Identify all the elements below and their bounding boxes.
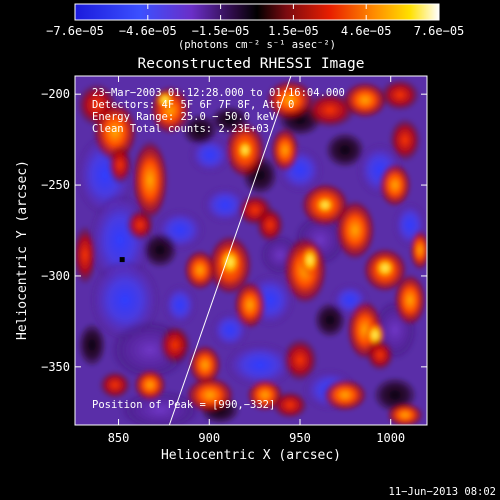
- emission-blob: [142, 232, 178, 268]
- x-tick-label: 950: [289, 431, 311, 445]
- emission-blob: [282, 338, 318, 382]
- heatmap-image: [75, 76, 427, 425]
- emission-blob: [410, 230, 427, 270]
- emission-blob: [78, 323, 106, 367]
- emission-blob: [266, 80, 314, 120]
- x-tick-label: 850: [108, 431, 130, 445]
- emission-blob: [387, 403, 423, 425]
- emission-blob: [300, 244, 320, 276]
- y-tick-label: −250: [41, 178, 70, 192]
- emission-blob: [155, 90, 175, 110]
- emission-blob: [218, 246, 242, 278]
- x-tick-label: 900: [198, 431, 220, 445]
- colorbar-tick-label: 4.6e−05: [341, 24, 392, 38]
- emission-blob: [134, 369, 166, 401]
- info-energy-range: Energy Range: 25.0 − 50.0 keV: [92, 111, 276, 123]
- emission-blob: [186, 377, 234, 413]
- emission-blob: [99, 371, 131, 399]
- emission-blob: [234, 281, 266, 329]
- emission-blob: [366, 339, 394, 371]
- x-axis-ticks: 850 900 950 1000: [108, 76, 405, 445]
- emission-blob: [380, 79, 420, 111]
- emission-blob: [379, 163, 411, 207]
- plot-frame: [74, 75, 428, 426]
- emission-blob: [236, 138, 254, 162]
- emission-blob: [120, 390, 200, 425]
- y-axis-label: Heliocentric Y (arcsec): [15, 160, 30, 340]
- emission-blob: [314, 302, 346, 338]
- x-tick-label: 1000: [376, 431, 405, 445]
- colorbar-tick-label: −4.6e−05: [119, 24, 177, 38]
- emission-blob: [335, 200, 375, 260]
- colorbar-tick-label: 1.5e−05: [268, 24, 319, 38]
- emission-blob: [314, 195, 336, 215]
- colorbar-ticks: [74, 4, 440, 20]
- position-marker: [119, 257, 125, 263]
- chart-title: Reconstructed RHESSI Image: [138, 56, 365, 72]
- emission-blob: [256, 207, 284, 243]
- emission-blob: [93, 102, 137, 162]
- emission-blob: [164, 285, 196, 325]
- y-tick-label: −350: [41, 360, 70, 374]
- colorbar-tick-label: −7.6e−05: [46, 24, 104, 38]
- emission-blob: [272, 391, 308, 419]
- emission-blob: [343, 82, 387, 118]
- y-tick-label: −200: [41, 87, 70, 101]
- y-tick-label: −300: [41, 269, 70, 283]
- emission-blob: [325, 132, 365, 168]
- x-axis-label: Heliocentric X (arcsec): [161, 448, 341, 463]
- info-detectors: Detectors: 4F 5F 6F 7F 8F, Att 0: [92, 99, 294, 111]
- emission-blob: [389, 118, 421, 162]
- info-time-range: 23−Mar−2003 01:12:28.000 to 01:16:04.000: [92, 87, 345, 99]
- footer-date: 11−Jun−2013 08:02: [389, 486, 496, 498]
- emission-blob: [182, 114, 218, 146]
- emission-blob: [189, 345, 221, 385]
- emission-blob: [394, 274, 426, 326]
- emission-blob: [323, 379, 367, 411]
- emission-blob: [108, 145, 132, 185]
- emission-blob: [159, 325, 191, 365]
- colorbar-tick-label: 7.6e−05: [414, 24, 465, 38]
- colorbar-tick-label: −1.5e−05: [192, 24, 250, 38]
- emission-blob: [226, 343, 294, 387]
- emission-blob: [91, 260, 159, 340]
- colorbar: [74, 3, 440, 21]
- peak-position-label: Position of Peak = [990,−332]: [92, 399, 275, 411]
- observation-info: 23−Mar−2003 01:12:28.000 to 01:16:04.000…: [92, 87, 345, 135]
- y-axis-ticks: −200 −250 −300 −350: [41, 87, 427, 374]
- emission-blob: [126, 209, 154, 241]
- emission-blob: [75, 225, 97, 285]
- emission-blob: [184, 250, 216, 290]
- info-clean-counts: Clean Total counts: 2.23E+03: [92, 123, 269, 135]
- colorbar-unit-label: (photons cm⁻² s⁻¹ asec⁻²): [178, 39, 336, 51]
- emission-blob: [304, 92, 356, 128]
- emission-blob: [271, 128, 299, 172]
- colorbar-tick-labels: −7.6e−05 −4.6e−05 −1.5e−05 1.5e−05 4.6e−05 7.…: [46, 24, 464, 38]
- emission-blob: [203, 187, 247, 223]
- emission-blob: [132, 140, 168, 220]
- solar-limb-line: [168, 76, 292, 425]
- emission-blob: [373, 256, 397, 280]
